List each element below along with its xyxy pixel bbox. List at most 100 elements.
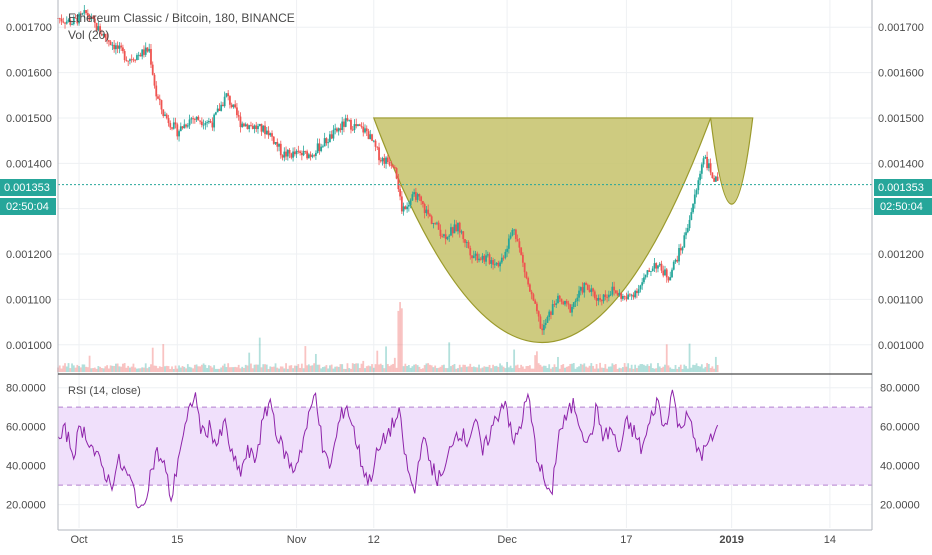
volume-bar: [255, 364, 258, 372]
candle-body: [127, 60, 130, 62]
countdown-right: 02:50:04: [880, 201, 923, 213]
candle-body: [136, 55, 138, 61]
candle-body: [248, 125, 251, 130]
volume-label: Vol (20): [68, 28, 109, 42]
volume-bar: [214, 368, 217, 372]
candle-body: [613, 286, 616, 291]
volume-bar: [518, 367, 521, 372]
candle-body: [527, 278, 530, 285]
candle-body: [344, 118, 347, 127]
candle-body: [65, 21, 68, 24]
candle-body: [165, 114, 168, 119]
volume-bar: [367, 365, 370, 372]
volume-bar: [693, 365, 696, 372]
candle-body: [339, 128, 342, 130]
volume-bar: [644, 365, 647, 372]
candle-body: [60, 18, 63, 22]
volume-bar: [164, 366, 166, 372]
price-candles[interactable]: [57, 5, 719, 335]
time-tick-label: 15: [171, 534, 183, 546]
volume-bar: [286, 368, 289, 372]
volume-bar: [625, 366, 628, 372]
candle-body: [376, 146, 379, 148]
volume-bar: [190, 367, 193, 372]
volume-bar: [351, 363, 354, 372]
handle-pattern[interactable]: [709, 117, 754, 205]
volume-bar: [100, 368, 103, 372]
price-tick-label-right: 0.001000: [878, 340, 924, 352]
volume-bar: [686, 368, 689, 372]
volume-bar: [653, 368, 656, 372]
volume-bar: [360, 363, 363, 372]
volume-bar: [262, 364, 265, 372]
candle-body: [357, 124, 359, 127]
candle-body: [521, 254, 524, 263]
volume-bar: [93, 367, 96, 372]
volume-bar: [448, 342, 451, 372]
volume-bar: [444, 368, 447, 372]
volume-bar: [200, 364, 203, 372]
volume-bar: [346, 363, 349, 372]
volume-bar: [320, 368, 323, 372]
candle-body: [214, 112, 217, 115]
candle-body: [490, 260, 493, 264]
volume-bar: [127, 365, 130, 372]
candle-body: [76, 17, 79, 24]
candle-body: [429, 214, 431, 217]
candle-body: [536, 303, 538, 312]
candle-body: [627, 294, 630, 300]
volume-bar: [407, 365, 410, 372]
candle-body: [58, 18, 61, 20]
volume-bar: [607, 366, 610, 372]
candle-body: [462, 231, 465, 240]
candle-body: [216, 108, 219, 113]
candle-body: [153, 74, 156, 86]
cup-pattern[interactable]: [372, 117, 712, 344]
volume-bar: [158, 366, 161, 372]
candle-body: [92, 16, 94, 19]
volume-bar: [427, 363, 430, 372]
volume-bar: [655, 368, 658, 372]
candle-body: [430, 216, 433, 224]
volume-bar: [478, 364, 480, 372]
volume-bar: [671, 368, 673, 372]
volume-bar: [306, 365, 309, 372]
rsi-line[interactable]: [57, 389, 719, 509]
candle-body: [548, 311, 551, 317]
candle-body: [306, 151, 309, 159]
volume-bar: [567, 366, 570, 372]
volume-bar: [88, 355, 91, 372]
candle-body: [93, 18, 96, 23]
candle-body: [276, 141, 279, 147]
candle-body: [144, 47, 147, 55]
candle-body: [450, 227, 452, 236]
volume-bar: [579, 363, 582, 372]
candle-body: [553, 304, 556, 305]
candle-body: [123, 51, 126, 61]
candle-body: [364, 128, 366, 133]
candle-body: [129, 59, 131, 61]
volume-bar: [144, 363, 147, 372]
candle-body: [634, 290, 637, 298]
volume-bar: [699, 366, 701, 372]
candle-body: [595, 298, 598, 301]
candle-body: [621, 295, 624, 299]
candle-body: [676, 259, 679, 262]
volume-bar: [548, 364, 551, 372]
volume-bar: [220, 367, 223, 372]
volume-bar: [343, 368, 345, 372]
candle-body: [414, 192, 417, 200]
volume-bar: [555, 366, 558, 372]
volume-bar: [288, 365, 291, 372]
candle-body: [64, 22, 66, 24]
candle-body: [399, 189, 401, 197]
volume-bar: [429, 364, 431, 372]
volume-bar: [206, 367, 209, 372]
candle-body: [341, 121, 344, 130]
candle-body: [620, 292, 623, 299]
candle-body: [427, 209, 430, 215]
volume-bar: [302, 368, 305, 372]
volume-bar: [195, 364, 198, 372]
volume-bar: [248, 352, 251, 372]
